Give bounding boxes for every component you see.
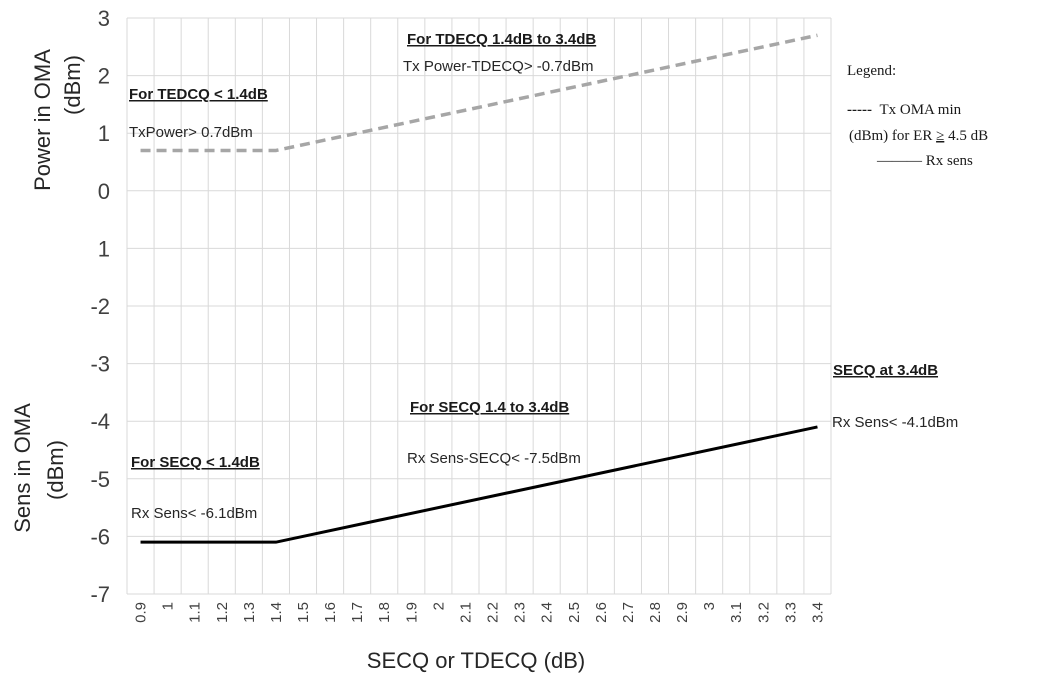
x-tick-label: 2.2 <box>485 602 502 623</box>
x-axis-title: SECQ or TDECQ (dB) <box>367 648 585 673</box>
y-tick-label: -6 <box>90 524 110 549</box>
annotation-rx-high: SECQ at 3.4dB Rx Sens< -4.1dBm <box>832 362 958 431</box>
annotation-tx-mid: For TDECQ 1.4dB to 3.4dB Tx Power-TDECQ>… <box>403 31 596 75</box>
x-tick-label: 2.8 <box>647 602 664 623</box>
y-axis-title-top-line1: Power in OMA <box>30 49 55 191</box>
x-tick-label: 3.4 <box>809 602 826 623</box>
x-tick-label: 1.1 <box>187 602 204 623</box>
y-tick-label: 0 <box>98 179 110 204</box>
annotation-rx-low: For SECQ < 1.4dB Rx Sens< -6.1dBm <box>131 454 260 522</box>
legend-item-tx-oma-line2: (dBm) for ER ≥ 4.5 dB <box>849 128 988 144</box>
x-tick-label: 3.3 <box>782 602 799 623</box>
x-tick-label: 1.8 <box>376 602 393 623</box>
y-tick-label: -3 <box>90 352 110 377</box>
annotation-body: Rx Sens< -6.1dBm <box>131 505 257 522</box>
series-layer <box>140 33 818 544</box>
legend-title: Legend: <box>847 63 896 79</box>
x-tick-label: 0.9 <box>133 602 150 623</box>
annotation-tx-low: For TEDCQ < 1.4dB TxPower> 0.7dBm <box>129 86 268 141</box>
legend: Legend: ----- Tx OMA min (dBm) for ER ≥ … <box>847 63 988 169</box>
annotation-rx-mid: For SECQ 1.4 to 3.4dB Rx Sens-SECQ< -7.5… <box>407 399 581 467</box>
annotation-head: For TDECQ 1.4dB to 3.4dB <box>407 31 596 48</box>
series-line-rx-sens <box>140 425 818 544</box>
x-tick-label: 1.7 <box>349 602 366 623</box>
y-axis-title-bottom-line1: Sens in OMA <box>10 403 35 533</box>
annotation-head: For SECQ < 1.4dB <box>131 454 260 471</box>
x-tick-label: 1.9 <box>403 602 420 623</box>
x-tick-label: 1.6 <box>322 602 339 623</box>
x-tick-label: 1.3 <box>241 602 258 623</box>
annotation-body: Rx Sens-SECQ< -7.5dBm <box>407 450 581 467</box>
x-tick-label: 2.1 <box>457 602 474 623</box>
y-tick-label: 2 <box>98 64 110 89</box>
legend-dashed-line2-suffix: 4.5 dB <box>948 128 988 144</box>
legend-dashed-marker: ----- <box>847 102 872 118</box>
y-tick-label: 1 <box>98 236 110 261</box>
x-tick-label: 1.2 <box>214 602 231 623</box>
legend-ge-symbol: ≥ <box>936 128 944 144</box>
legend-solid-label: Rx sens <box>926 153 973 169</box>
y-tick-label: -7 <box>90 582 110 607</box>
x-tick-label: 2.3 <box>512 602 529 623</box>
annotation-body: TxPower> 0.7dBm <box>129 124 253 141</box>
y-tick-label: -2 <box>90 294 110 319</box>
y-tick-label: -5 <box>90 467 110 492</box>
annotation-head: For SECQ 1.4 to 3.4dB <box>410 399 569 416</box>
legend-solid-marker: ——— <box>876 153 923 169</box>
series-line-tx-oma-min <box>140 33 818 153</box>
y-tick-label: 3 <box>98 6 110 31</box>
y-tick-labels: 3 2 1 0 1 -2 -3 -4 -5 -6 -7 <box>90 6 110 607</box>
legend-item-rx-sens: ——— Rx sens <box>876 153 973 169</box>
x-tick-label: 2 <box>430 602 447 610</box>
y-axis-title-top-line2: (dBm) <box>60 55 85 115</box>
x-tick-label: 3.1 <box>728 602 745 623</box>
annotation-body: Rx Sens< -4.1dBm <box>832 414 958 431</box>
x-tick-label: 2.9 <box>674 602 691 623</box>
legend-dashed-line1: Tx OMA min <box>879 102 961 118</box>
y-axis-title-bottom-line2: (dBm) <box>43 440 68 500</box>
annotation-head: SECQ at 3.4dB <box>833 362 938 379</box>
x-tick-labels: 0.9 1 1.1 1.2 1.3 1.4 1.5 1.6 1.7 1.8 1.9 2 2.1 2.2 2.… <box>133 602 827 623</box>
x-tick-label: 3 <box>701 602 718 610</box>
legend-dashed-line2-prefix: (dBm) for ER <box>849 128 932 144</box>
y-tick-label: 1 <box>98 121 110 146</box>
annotation-head: For TEDCQ < 1.4dB <box>129 86 268 103</box>
x-tick-label: 2.5 <box>566 602 583 623</box>
x-tick-label: 1 <box>160 602 177 610</box>
x-tick-label: 2.6 <box>593 602 610 623</box>
annotation-body: Tx Power-TDECQ> -0.7dBm <box>403 58 593 75</box>
x-tick-label: 3.2 <box>755 602 772 623</box>
x-tick-label: 1.4 <box>268 602 285 623</box>
x-tick-label: 1.5 <box>295 602 312 623</box>
x-tick-label: 2.4 <box>539 602 556 623</box>
x-tick-label: 2.7 <box>620 602 637 623</box>
y-tick-label: -4 <box>90 409 110 434</box>
legend-item-tx-oma: ----- Tx OMA min <box>847 102 962 118</box>
